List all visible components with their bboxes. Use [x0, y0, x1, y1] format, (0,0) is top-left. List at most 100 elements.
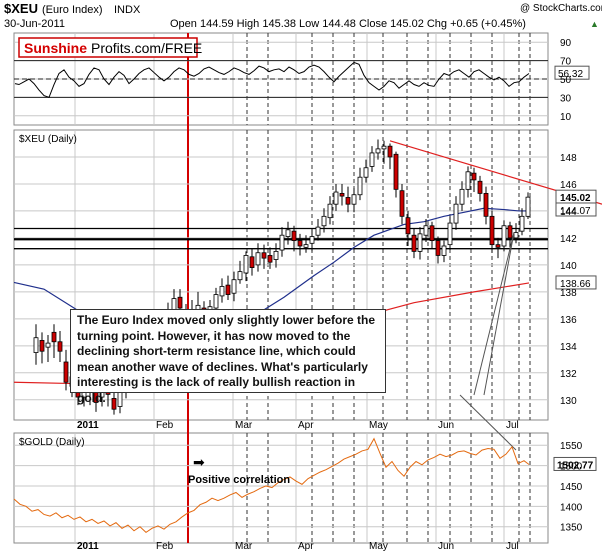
price-tick-label: 146: [560, 180, 577, 191]
header-ohlc: Open 144.59 High 145.38 Low 144.48 Close…: [170, 18, 526, 30]
arrow-right-icon: ➡: [193, 455, 205, 471]
candle-body: [333, 191, 339, 205]
candle-body: [321, 215, 327, 227]
candle-body: [261, 252, 267, 259]
header-copyright: @ StockCharts.com: [520, 3, 602, 14]
candle-body: [441, 245, 447, 256]
gold-tick-label: 1400: [560, 502, 583, 513]
candle-body: [375, 148, 381, 154]
callout-text: The Euro Index moved only slightly lower…: [77, 313, 376, 405]
candle-body: [495, 244, 501, 248]
price-x-label: 2011: [77, 420, 99, 431]
candle-body: [387, 145, 393, 158]
price-x-label: Jun: [438, 420, 454, 431]
price-tag-box: [555, 275, 597, 290]
candle-body: [279, 234, 285, 251]
gold-x-label: Mar: [235, 541, 253, 552]
gold-tick-label: 1500: [560, 462, 583, 473]
gold-price-tag-label: 1502.77: [557, 460, 594, 471]
candle-body: [39, 340, 45, 352]
gold-tick-label: 1550: [560, 441, 583, 452]
price-x-label: Jul: [506, 420, 519, 431]
gold-line: [13, 437, 530, 534]
candle-body: [363, 167, 369, 178]
candle-body: [213, 294, 219, 309]
candle-body: [45, 342, 51, 348]
candle-body: [291, 230, 297, 242]
candle-body: [249, 256, 255, 268]
header-symbol: $XEU: [4, 1, 38, 16]
gold-price-tag-box: [553, 456, 597, 471]
candle-body: [345, 197, 351, 205]
logo-sunshine: Sunshine: [24, 40, 87, 56]
candle-body: [357, 176, 363, 196]
candle-body: [315, 226, 321, 236]
rsi-value-box: [554, 65, 590, 80]
candle-body: [465, 171, 471, 190]
gold-x-label: May: [369, 541, 388, 552]
axis-labels: 90 70 50 30 10 148 146 144 142 140 138 136 134 132 130…: [77, 38, 583, 552]
price-tag-label: 138.66: [560, 279, 591, 290]
quote-arrow-icon: ▲: [590, 19, 599, 29]
candle-body: [501, 225, 507, 247]
price-tick-label: 132: [560, 369, 577, 380]
gold-x-label: Feb: [156, 541, 174, 552]
header-date: 30-Jun-2011: [4, 18, 65, 30]
price-panel-title: $XEU (Daily): [19, 134, 77, 145]
candle-body: [519, 215, 525, 232]
rsi-tick-label: 70: [560, 57, 572, 68]
rsi-line: [14, 61, 530, 99]
logo-profits: Profits.com/FREE: [91, 40, 202, 56]
gold-x-label: 2011: [77, 541, 99, 552]
candle-body: [237, 271, 243, 281]
price-tag-label: 144.07: [560, 206, 591, 217]
rsi-tick-label: 90: [560, 38, 572, 49]
candle-body: [177, 296, 183, 309]
rsi-tick-label: 30: [560, 93, 572, 104]
gold-tick-label: 1450: [560, 482, 583, 493]
rsi-tick-label: 50: [560, 75, 572, 86]
price-tick-label: 138: [560, 288, 577, 299]
candle-body: [381, 145, 387, 150]
price-tick-label: 148: [560, 153, 577, 164]
rsi-value-label: 56.32: [558, 69, 583, 80]
candle-body: [411, 234, 417, 252]
candle-body: [417, 233, 423, 252]
gold-x-label: Apr: [298, 541, 314, 552]
candle-body: [309, 236, 315, 244]
gold-panel-title: $GOLD (Daily): [19, 437, 85, 448]
candle-body: [423, 225, 429, 236]
candle-body: [219, 286, 225, 297]
candle-body: [369, 152, 375, 167]
candle-body: [285, 229, 291, 237]
candle-body: [447, 222, 453, 246]
candle-body: [231, 279, 237, 294]
sunshine-profits-logo: Sunshine Profits.com/FREE: [18, 37, 202, 58]
candle-body: [327, 203, 333, 219]
commentary-callout: The Euro Index moved only slightly lower…: [70, 309, 386, 405]
candle-body: [507, 225, 513, 239]
candle-body: [303, 244, 309, 248]
candle-body: [243, 255, 249, 274]
candle-body: [33, 337, 39, 353]
callout-pointer: [483, 232, 515, 396]
rsi-series: 56.32: [14, 60, 590, 99]
gold-x-label: Jun: [438, 541, 454, 552]
price-tick-label: 144: [560, 207, 577, 218]
gold-tick-label: 1350: [560, 523, 583, 534]
candle-body: [525, 196, 531, 217]
candle-body: [339, 192, 345, 197]
price-tag-box: [555, 202, 597, 217]
price-tick-label: 130: [560, 396, 577, 407]
candle-body: [273, 250, 279, 260]
gold-annotation: Positive correlation: [188, 474, 290, 486]
price-tick-label: 136: [560, 315, 577, 326]
price-tick-label: 134: [560, 342, 577, 353]
candle-body: [111, 398, 117, 410]
candle-body: [297, 240, 303, 247]
candle-body: [51, 331, 57, 343]
candle-body: [483, 192, 489, 217]
gold-series: 1502.77: [13, 437, 597, 534]
price-x-label: Apr: [298, 420, 314, 431]
